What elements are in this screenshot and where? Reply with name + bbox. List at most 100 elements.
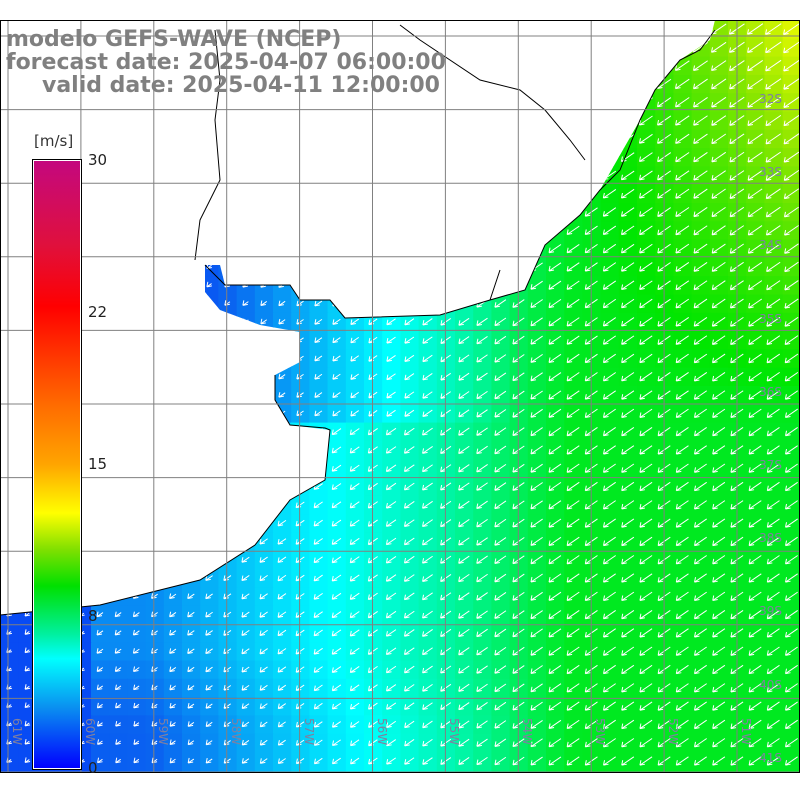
wind-arrow	[784, 316, 799, 327]
wind-arrow	[259, 611, 268, 618]
speed-cell	[455, 257, 474, 277]
speed-cell	[582, 587, 602, 607]
wind-arrow	[530, 189, 543, 199]
wind-arrow	[24, 281, 31, 288]
speed-cell	[473, 257, 493, 277]
wind-arrow	[784, 371, 799, 382]
wind-arrow	[603, 427, 616, 437]
wind-arrow	[621, 536, 635, 547]
wind-arrow	[188, 244, 194, 251]
wind-arrow	[349, 666, 360, 674]
wind-arrow	[620, 170, 635, 181]
speed-cell	[109, 459, 129, 479]
speed-cell	[254, 276, 274, 296]
speed-cell	[527, 697, 547, 717]
wind-arrow	[422, 135, 433, 143]
wind-arrow	[566, 335, 580, 345]
wind-arrow	[333, 776, 341, 782]
speed-cell	[327, 422, 347, 442]
speed-cell	[163, 111, 183, 131]
speed-cell	[200, 477, 220, 497]
speed-cell	[673, 312, 693, 332]
speed-cell	[436, 367, 456, 387]
speed-cell	[91, 642, 110, 662]
wind-arrow	[602, 207, 617, 217]
speed-cell	[400, 422, 420, 442]
speed-cell	[473, 587, 493, 607]
speed-cell	[145, 203, 165, 222]
speed-cell	[382, 605, 402, 625]
wind-arrow	[712, 555, 726, 565]
wind-arrow	[783, 78, 800, 90]
speed-cell	[200, 148, 220, 168]
speed-cell	[655, 184, 675, 204]
wind-arrow	[785, 683, 798, 693]
wind-arrow	[566, 353, 580, 364]
speed-cell	[527, 148, 547, 168]
speed-cell	[618, 532, 638, 552]
speed-cell	[491, 422, 511, 442]
speed-cell	[364, 349, 383, 369]
speed-cell	[291, 642, 311, 662]
speed-cell	[691, 770, 711, 772]
speed-cell	[163, 752, 183, 771]
speed-cell	[527, 459, 547, 479]
speed-cell	[618, 349, 638, 369]
speed-cell	[473, 184, 493, 204]
speed-cell	[746, 20, 766, 39]
speed-cell	[309, 111, 329, 131]
speed-cell	[673, 532, 693, 552]
wind-arrow	[639, 555, 653, 565]
wind-arrow	[621, 353, 635, 364]
wind-arrow	[603, 683, 616, 693]
wind-arrow	[385, 482, 397, 491]
speed-cell	[746, 715, 766, 735]
wind-arrow	[134, 244, 140, 251]
speed-cell	[200, 239, 220, 259]
wind-arrow	[241, 520, 250, 527]
wind-arrow	[206, 226, 212, 233]
speed-cell	[382, 386, 402, 405]
speed-cell	[291, 550, 311, 570]
speed-cell	[291, 148, 311, 168]
wind-arrow	[97, 336, 104, 342]
speed-cell	[564, 294, 584, 314]
wind-arrow	[747, 206, 763, 218]
wind-arrow	[748, 683, 762, 693]
wind-arrow	[114, 648, 122, 654]
speed-cell	[582, 477, 602, 497]
speed-cell	[254, 203, 274, 222]
speed-cell	[345, 569, 365, 588]
wind-arrow	[548, 610, 562, 620]
wind-arrow	[785, 573, 798, 583]
wind-arrow	[747, 188, 763, 200]
wind-arrow	[313, 556, 323, 564]
wind-arrow	[24, 574, 31, 580]
longitude-label: 59W	[155, 718, 170, 746]
speed-cell	[455, 569, 474, 588]
speed-cell	[218, 239, 238, 259]
wind-arrow	[206, 336, 212, 343]
speed-cell	[673, 752, 693, 771]
speed-cell	[200, 111, 220, 131]
speed-cell	[218, 623, 238, 643]
wind-arrow	[313, 501, 323, 509]
speed-cell	[236, 715, 256, 735]
wind-arrow	[675, 408, 689, 418]
speed-cell	[436, 312, 456, 332]
wind-arrow	[766, 573, 780, 583]
speed-cell	[637, 477, 656, 497]
speed-cell	[127, 422, 147, 442]
speed-cell	[200, 587, 220, 607]
wind-arrow	[602, 317, 617, 327]
speed-cell	[655, 276, 675, 296]
wind-arrow	[494, 171, 507, 180]
speed-cell	[746, 239, 766, 259]
wind-arrow	[422, 171, 433, 180]
wind-arrow	[404, 281, 415, 289]
speed-cell	[764, 312, 784, 332]
wind-arrow	[603, 591, 616, 601]
speed-cell	[655, 678, 675, 698]
speed-cell	[655, 422, 675, 442]
wind-arrow	[494, 390, 507, 400]
